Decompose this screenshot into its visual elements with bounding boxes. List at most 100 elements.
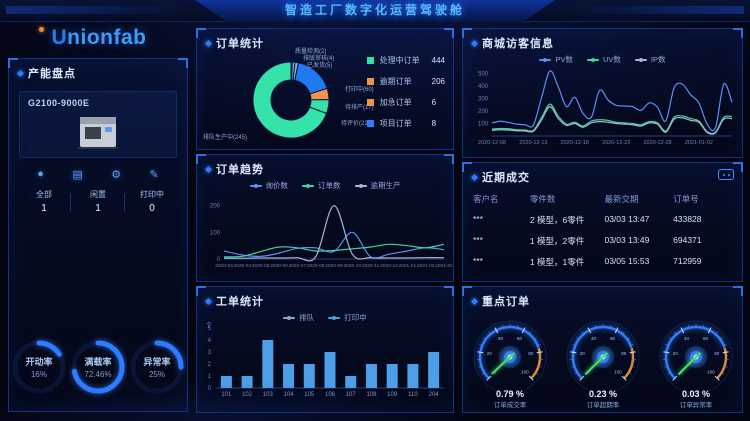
svg-text:2021-02: 2021-02 [417,263,435,269]
order-legend-item[interactable]: 项目订单 8 [366,118,445,129]
svg-text:0: 0 [208,386,212,392]
stat-label: 打印中 [140,190,164,199]
svg-text:异常率: 异常率 [144,356,171,367]
deals-table: 客户名 零件数 最新交期 订单号 *** 2 模型，6零件 03/03 13:47 43382… [473,193,732,268]
trend-legend-item[interactable]: 订单数 [302,180,341,191]
svg-text:3: 3 [208,350,212,356]
trend-legend-item[interactable]: 逾期生产 [354,180,401,191]
svg-text:104: 104 [284,392,295,398]
deals-cell: 03/03 13:49 [604,235,650,245]
legend-value: 444 [431,56,445,65]
gear-icon[interactable]: ⚙ [111,169,122,181]
capacity-panel-title: 产能盘点 [9,59,187,83]
svg-text:2020-12-18: 2020-12-18 [561,140,589,146]
legend-label: 排队 [299,313,315,322]
machine-name: G2100-9000E [28,98,90,108]
svg-text:106: 106 [325,392,336,398]
deals-row: *** 1 模型，2零件 03/03 13:49 694371 [473,235,732,247]
order-trend-title: 订单趋势 [197,155,453,179]
status-dot-icon[interactable]: ● [37,168,44,180]
svg-text:40: 40 [497,336,503,341]
capacity-panel: 产能盘点 G2100-9000E ● ▤ ⚙ ✎ 全部 1 闲置 1 打印中 0 开动率 16% 满… [8,58,188,412]
svg-text:100: 100 [614,369,622,374]
legend-label: 逾期生产 [370,181,401,190]
svg-text:109: 109 [387,392,398,398]
deals-cell: 433828 [673,214,702,224]
donut-slice-label: 排队生产中(245) [203,133,247,141]
order-stats-title: 订单统计 [197,29,453,53]
svg-text:100: 100 [210,230,221,236]
order-legend-item[interactable]: 加急订单 6 [366,97,445,108]
svg-text:100: 100 [478,122,489,128]
workorder-legend-item[interactable]: 排队 [283,312,314,323]
diamond-bullet-icon [204,165,213,173]
logo-accent-dot [38,27,44,32]
donut-slice-label: 待评价(21) [341,119,370,127]
deals-header-cell: 客户名 [473,194,499,204]
svg-text:204: 204 [429,392,440,398]
svg-text:105: 105 [304,392,315,398]
diamond-bullet-icon [470,173,479,181]
legend-label: 逾期订单 [379,77,412,86]
svg-text:满载率: 满载率 [84,356,111,367]
visitors-legend-item[interactable]: PV数 [539,54,573,65]
workorder-bar-chart: 个 0 1 2 3 4 5 101 102 103 104 105 106 107 108 109 110 204 [206,322,444,398]
pen-icon[interactable]: ✎ [149,169,159,181]
svg-text:100: 100 [707,369,715,374]
deals-header-cell: 零件数 [529,194,556,204]
visitors-legend-item[interactable]: UV数 [587,54,621,65]
deals-cell: 03/03 13:47 [604,214,650,224]
stat-value: 1 [41,203,47,214]
machine-stat: 打印中 0 [125,189,179,214]
svg-text:103: 103 [263,392,274,398]
svg-text:40: 40 [590,336,596,341]
legend-label: 项目订单 [379,119,412,128]
svg-text:101: 101 [221,392,232,398]
legend-label: 加急订单 [379,98,412,107]
stat-label: 闲置 [90,190,106,199]
svg-text:80: 80 [528,351,534,356]
svg-text:200: 200 [478,109,489,115]
svg-text:80: 80 [621,351,627,356]
svg-text:108: 108 [366,392,377,398]
header-bar: 智造工厂数字化运营驾驶舱 [0,0,750,22]
svg-text:2020-06: 2020-06 [270,263,288,269]
legend-label: 询价数 [265,181,289,190]
legend-label: 处理中订单 [379,56,420,65]
deals-cell: 1 模型，2零件 [529,236,585,246]
deals-row: *** 1 模型，1零件 03/05 15:53 712959 [473,256,732,268]
svg-text:2021-03: 2021-03 [435,263,452,269]
key-order-gauges: 0204060801000.79 %订单成交率0204060801000.23 … [463,311,742,415]
diamond-bullet-icon [16,69,25,77]
page-title: 智造工厂数字化运营驾驶舱 [284,3,465,17]
machine-stats: 全部 1 闲置 1 打印中 0 [17,189,179,214]
svg-text:2020-12: 2020-12 [380,263,398,269]
deals-cell: *** [473,235,483,245]
svg-text:2020-12-23: 2020-12-23 [602,140,630,146]
workorder-legend-item[interactable]: 打印中 [328,312,367,323]
svg-text:2020-03: 2020-03 [215,263,233,269]
svg-text:72.46%: 72.46% [84,370,111,379]
legend-label: 订单数 [318,181,341,190]
legend-label: UV数 [603,55,621,64]
printer-icon[interactable]: ▤ [72,169,83,181]
trend-legend-item[interactable]: 询价数 [249,180,289,191]
recent-deals-panel: 近期成交 客户名 零件数 最新交期 订单号 *** 2 模型，6零件 03/03 13:47… [462,162,743,282]
svg-text:订单超期率: 订单超期率 [586,400,619,409]
svg-text:2020-09: 2020-09 [325,263,343,269]
workorder-stats-title: 工单统计 [197,287,453,311]
svg-text:2020-12-08: 2020-12-08 [478,140,506,146]
order-legend-item[interactable]: 处理中订单 444 [366,55,445,66]
diamond-bullet-icon [470,297,479,305]
machine-card[interactable]: G2100-9000E [19,91,177,158]
order-donut-chart: 质量检测(2)排版审核(4)已发货(5) 打印中(60) 待排产(17) 待评价(21… [203,47,374,141]
svg-text:60: 60 [517,336,523,341]
visitors-legend-item[interactable]: IP数 [634,54,666,65]
order-legend-item[interactable]: 逾期订单 206 [366,76,445,87]
visitors-line-chart: 100 200 300 400 500 2020-12-08 2020-12-13 2020-… [478,70,733,146]
svg-text:订单异常率: 订单异常率 [679,400,712,409]
svg-text:80: 80 [714,351,720,356]
svg-text:5: 5 [208,326,212,332]
